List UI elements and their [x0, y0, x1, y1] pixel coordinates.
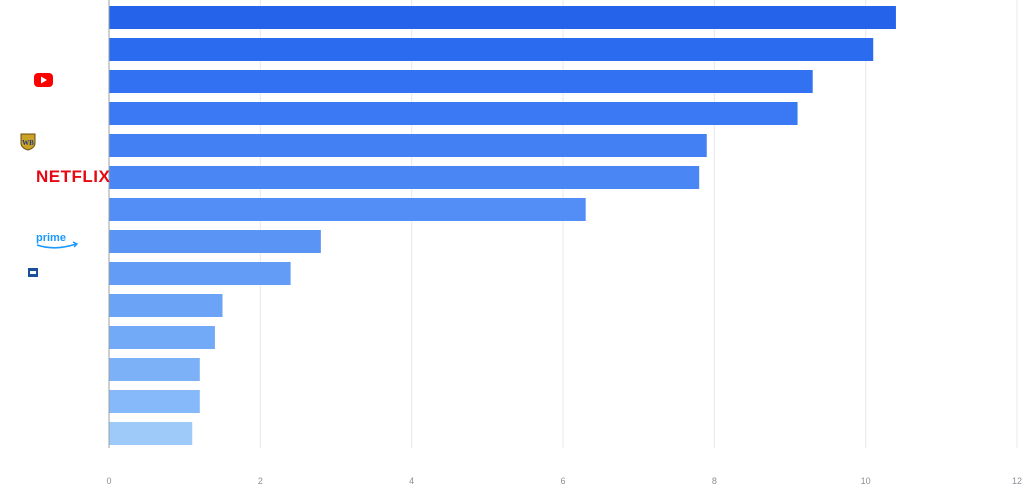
bar: [109, 70, 813, 93]
streaming-logo-icon: [28, 268, 38, 277]
bar: [109, 6, 896, 29]
x-tick-label: 6: [560, 476, 565, 486]
bar: [109, 134, 707, 157]
bar: [109, 230, 321, 253]
x-tick-label: 0: [106, 476, 111, 486]
x-tick-label: 4: [409, 476, 414, 486]
bar: [109, 166, 700, 189]
bar: [109, 390, 200, 413]
bar: [109, 422, 193, 445]
bar: [109, 294, 223, 317]
x-axis-ticks: 0 2 4 6 8 10 12: [106, 476, 1022, 486]
bar: [109, 262, 291, 285]
bar: [109, 326, 215, 349]
gridlines: [259, 0, 1018, 448]
bar: [109, 38, 874, 61]
bar: [109, 198, 586, 221]
bar: [109, 102, 798, 125]
svg-text:NETFLIX: NETFLIX: [36, 167, 110, 186]
svg-text:WB: WB: [22, 139, 34, 147]
x-tick-label: 10: [861, 476, 871, 486]
svg-text:prime: prime: [36, 232, 66, 244]
netflix-logo-icon: NETFLIX: [36, 167, 110, 186]
x-tick-label: 12: [1012, 476, 1022, 486]
x-tick-label: 2: [258, 476, 263, 486]
warner-bros-logo-icon: WB: [20, 133, 36, 151]
youtube-logo-icon: [34, 73, 53, 87]
prime-video-logo-icon: prime: [36, 232, 79, 249]
x-tick-label: 8: [712, 476, 717, 486]
bar: [109, 358, 200, 381]
bars: [109, 6, 896, 445]
